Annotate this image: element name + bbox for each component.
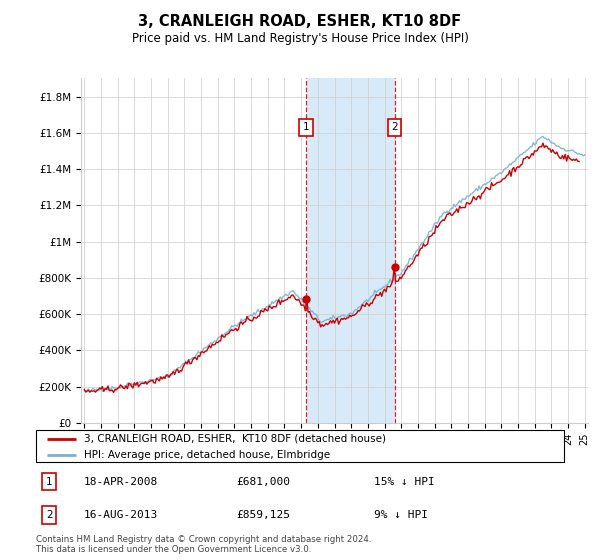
Text: 16-AUG-2013: 16-AUG-2013	[83, 510, 158, 520]
Text: £681,000: £681,000	[236, 477, 290, 487]
Text: £859,125: £859,125	[236, 510, 290, 520]
Text: 1: 1	[303, 122, 310, 132]
Text: 3, CRANLEIGH ROAD, ESHER, KT10 8DF: 3, CRANLEIGH ROAD, ESHER, KT10 8DF	[139, 14, 461, 29]
Text: 18-APR-2008: 18-APR-2008	[83, 477, 158, 487]
Text: HPI: Average price, detached house, Elmbridge: HPI: Average price, detached house, Elmb…	[83, 450, 329, 460]
Text: 3, CRANLEIGH ROAD, ESHER,  KT10 8DF (detached house): 3, CRANLEIGH ROAD, ESHER, KT10 8DF (deta…	[83, 433, 386, 444]
Text: Contains HM Land Registry data © Crown copyright and database right 2024.
This d: Contains HM Land Registry data © Crown c…	[36, 535, 371, 554]
FancyBboxPatch shape	[36, 430, 564, 462]
Text: Price paid vs. HM Land Registry's House Price Index (HPI): Price paid vs. HM Land Registry's House …	[131, 32, 469, 45]
Text: 1: 1	[46, 477, 53, 487]
Text: 15% ↓ HPI: 15% ↓ HPI	[374, 477, 434, 487]
Text: 2: 2	[391, 122, 398, 132]
Text: 2: 2	[46, 510, 53, 520]
Text: 9% ↓ HPI: 9% ↓ HPI	[374, 510, 428, 520]
